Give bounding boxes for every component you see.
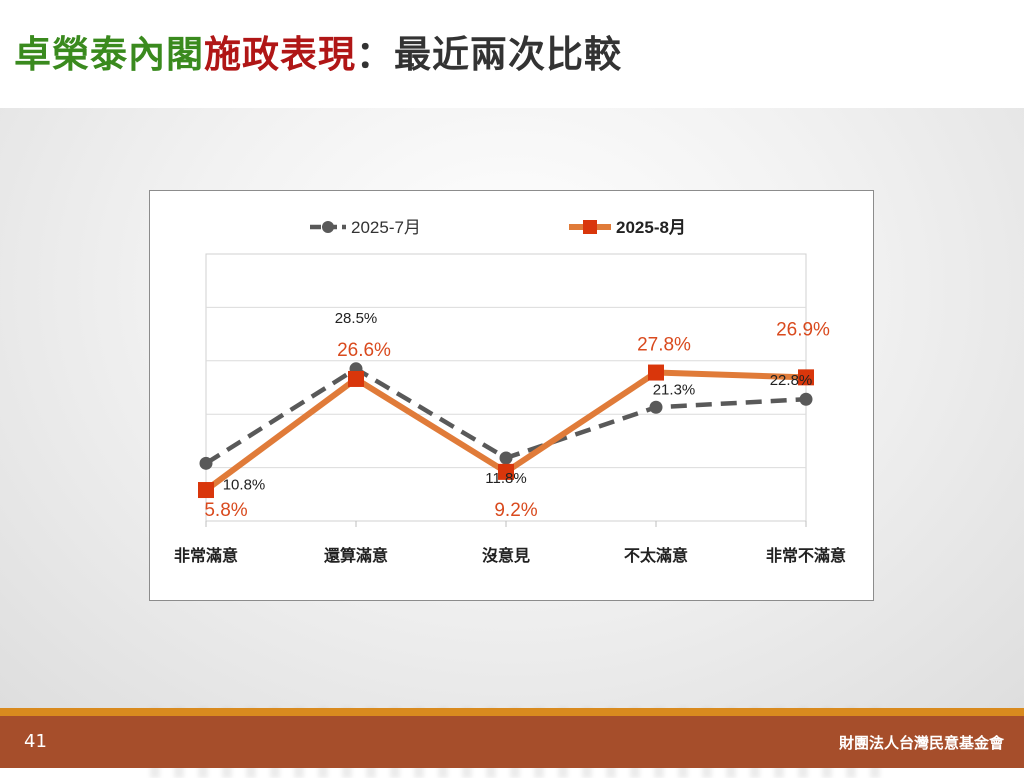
data-label-2025-07: 11.8% [485,470,526,487]
x-tick-label: 沒意見 [482,546,530,565]
footer-bar: 41 財團法人台灣民意基金會 [0,716,1024,768]
title-part-comparison: ：最近兩次比較 [356,33,622,76]
data-point-2025-07 [649,400,663,414]
legend-label-2025-08: 2025-8月 [616,218,686,237]
data-label-2025-07: 28.5% [335,310,378,327]
legend-marker-2025-07 [322,221,334,233]
page-title: 卓榮泰內閣施政表現：最近兩次比較 [14,24,622,78]
x-tick-label: 還算滿意 [324,546,388,565]
data-label-2025-07: 10.8% [223,476,266,493]
data-label-2025-08: 26.9% [776,319,830,340]
title-part-cabinet: 卓榮泰內閣 [14,33,204,76]
data-point-2025-07 [499,451,513,465]
data-point-2025-08 [198,482,214,499]
title-bar: 卓榮泰內閣施政表現：最近兩次比較 [0,0,1024,108]
data-point-2025-08 [798,369,814,386]
data-label-2025-08: 5.8% [204,500,247,521]
organization-name: 財團法人台灣民意基金會 [838,734,1004,752]
legend-label-2025-07: 2025-7月 [351,218,421,237]
data-label-2025-07: 22.8% [770,372,813,389]
data-point-2025-08 [348,370,364,387]
data-label-2025-07: 21.3% [653,381,696,398]
x-tick-label: 非常不滿意 [766,546,846,565]
legend-marker-2025-08 [583,220,597,234]
data-point-2025-07 [199,456,213,470]
x-tick-label: 不太滿意 [624,546,688,565]
series-line-2025-07 [204,366,807,466]
title-part-performance: 施政表現 [204,33,356,76]
footer-accent-line [0,708,1024,716]
data-label-2025-08: 27.8% [637,335,691,356]
line-chart: 非常滿意 還算滿意 沒意見 不太滿意 非常不滿意 10.8% 28.5% 11.8% 21.3%… [174,218,846,565]
data-label-2025-08: 26.6% [337,340,391,361]
data-point-2025-08 [648,364,664,381]
data-point-2025-07 [799,392,813,406]
data-point-2025-08 [498,463,514,480]
data-label-2025-08: 9.2% [494,500,537,521]
chart-frame: 非常滿意 還算滿意 沒意見 不太滿意 非常不滿意 10.8% 28.5% 11.8% 21.3%… [149,190,874,601]
page-number: 41 [24,731,47,752]
x-tick-label: 非常滿意 [174,546,238,565]
